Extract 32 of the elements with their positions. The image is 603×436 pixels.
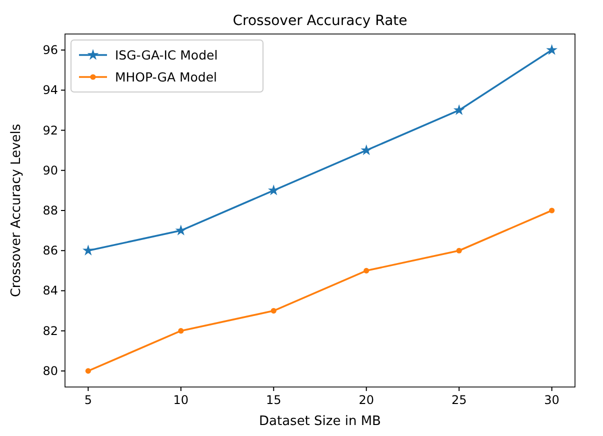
x-tick-label: 15	[266, 393, 282, 407]
y-tick-label: 88	[42, 204, 58, 218]
x-tick-label: 10	[173, 393, 189, 407]
point	[546, 44, 558, 55]
x-tick-label: 25	[451, 393, 467, 407]
y-tick-label: 90	[42, 163, 58, 178]
point	[453, 104, 465, 116]
point	[85, 368, 91, 374]
point	[456, 248, 462, 254]
chart-title: Crossover Accuracy Rate	[232, 13, 408, 29]
point	[364, 268, 370, 274]
point	[549, 208, 555, 214]
x-tick-label: 30	[544, 393, 560, 407]
point	[82, 244, 94, 256]
x-axis-title: Dataset Size in MB	[259, 414, 381, 429]
y-tick-label: 94	[42, 83, 58, 98]
y-tick-label: 82	[42, 324, 58, 338]
y-axis-title: Crossover Accuracy Levels	[9, 124, 24, 298]
legend-label: MHOP-GA Model	[115, 70, 217, 84]
point	[175, 224, 187, 236]
y-tick-label: 96	[42, 43, 58, 58]
y-tick-label: 80	[42, 364, 58, 378]
x-tick-label: 5	[84, 393, 92, 407]
y-tick-label: 86	[42, 244, 58, 258]
point	[360, 144, 372, 156]
point	[270, 308, 276, 314]
y-tick-label: 92	[42, 123, 58, 138]
x-tick-label: 20	[358, 393, 374, 407]
legend-label: ISG-GA-IC Model	[115, 48, 218, 62]
point	[268, 184, 280, 196]
point	[178, 328, 184, 334]
y-tick-label: 84	[42, 284, 58, 298]
